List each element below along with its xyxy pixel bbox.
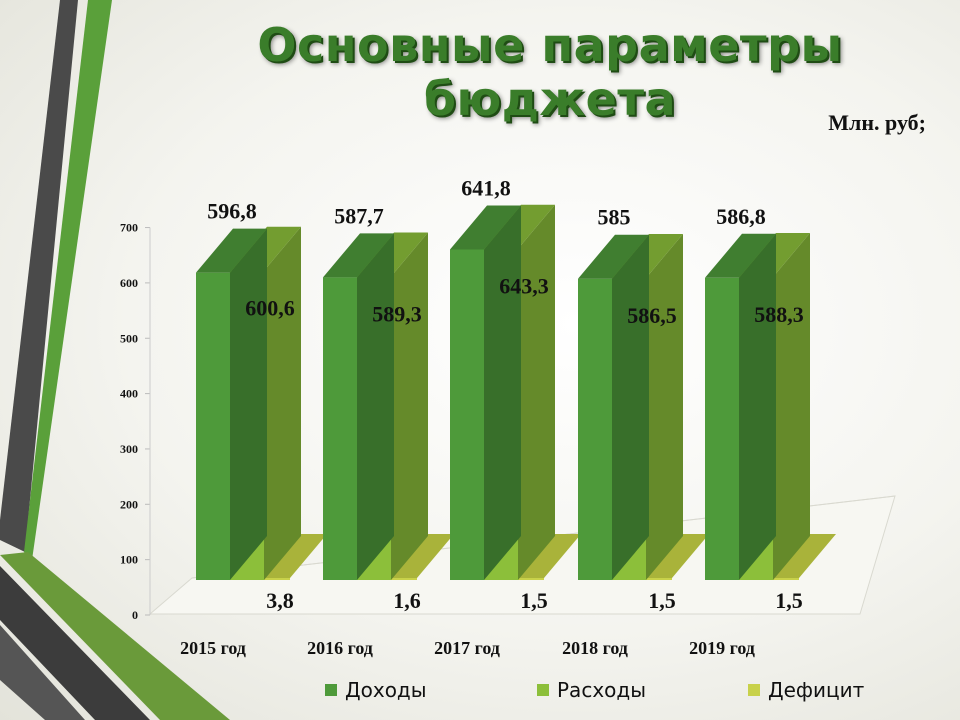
data-label-deficit: 1,5 [520,588,548,613]
y-tick-label: 100 [120,553,138,567]
bar-income-side [230,228,267,580]
bar-income-front [323,277,357,580]
data-label-income: 596,8 [207,199,257,224]
y-tick-label: 500 [120,331,138,345]
x-tick-label: 2019 год [689,638,755,658]
y-tick-label: 300 [120,442,138,456]
bar-income-side [739,233,776,580]
bar-deficit-top [646,534,709,578]
data-label-income: 586,8 [716,204,766,229]
x-tick-label: 2018 год [562,638,628,658]
bar-deficit-top [264,534,327,578]
y-tick-label: 700 [120,221,138,235]
bar-income-front [450,249,484,580]
legend-item-expenses: Расходы [537,678,646,702]
data-label-deficit: 1,5 [648,588,676,613]
bar-deficit-front [264,578,290,580]
x-tick-label: 2017 год [434,638,500,658]
legend-item-income: Доходы [325,678,427,702]
bar-income-side [484,205,521,580]
y-tick-label: 200 [120,497,138,511]
bar-income-side [612,234,649,580]
data-label-income: 641,8 [461,175,511,200]
y-tick-label: 600 [120,276,138,290]
data-label-income: 585 [598,205,631,230]
bar-deficit-front [391,578,417,580]
legend-swatch-income [325,684,337,696]
bar-deficit-top [391,534,454,578]
bar-deficit-front [518,578,544,580]
x-tick-label: 2015 год [180,638,246,658]
y-tick-label: 400 [120,387,138,401]
data-label-expenses: 586,5 [627,303,677,328]
bar-income-front [705,277,739,580]
legend-item-deficit: Дефицит [748,678,864,702]
data-label-expenses: 600,6 [245,296,295,321]
data-label-income: 587,7 [334,203,384,228]
bar-deficit-top [773,534,836,578]
unit-label: Млн. руб; [828,110,926,135]
bar-expenses-side [264,226,301,581]
bar-expenses-side [646,233,683,580]
bar-expenses-side [518,204,555,580]
data-label-deficit: 1,6 [393,588,421,613]
bar-expenses-side [773,233,810,580]
legend: Доходы Расходы Дефицит [0,678,960,708]
bar-income-top [705,233,776,278]
data-label-expenses: 588,3 [754,302,804,327]
data-label-expenses: 589,3 [372,302,422,327]
bar-deficit-front [773,578,799,580]
data-label-expenses: 643,3 [499,274,549,299]
bar-income-front [196,272,230,580]
bar-income-top [196,228,267,273]
bar-expenses-side [391,232,428,580]
bar-income-top [323,233,394,278]
legend-swatch-deficit [748,684,760,696]
legend-label-deficit: Дефицит [768,678,865,702]
legend-label-expenses: Расходы [557,678,647,702]
bar-income-top [578,234,649,279]
data-label-deficit: 1,5 [775,588,803,613]
bar-deficit-front [646,578,672,580]
x-tick-label: 2016 год [307,638,373,658]
legend-swatch-expenses [537,684,549,696]
y-tick-label: 0 [132,608,138,622]
legend-label-income: Доходы [345,678,427,702]
slide-title: Основные параметры бюджета [257,18,843,126]
bar-income-side [357,233,394,580]
bar-deficit-top [518,534,581,578]
data-label-deficit: 3,8 [266,588,294,613]
bar-income-front [578,278,612,580]
bar-income-top [450,205,521,250]
